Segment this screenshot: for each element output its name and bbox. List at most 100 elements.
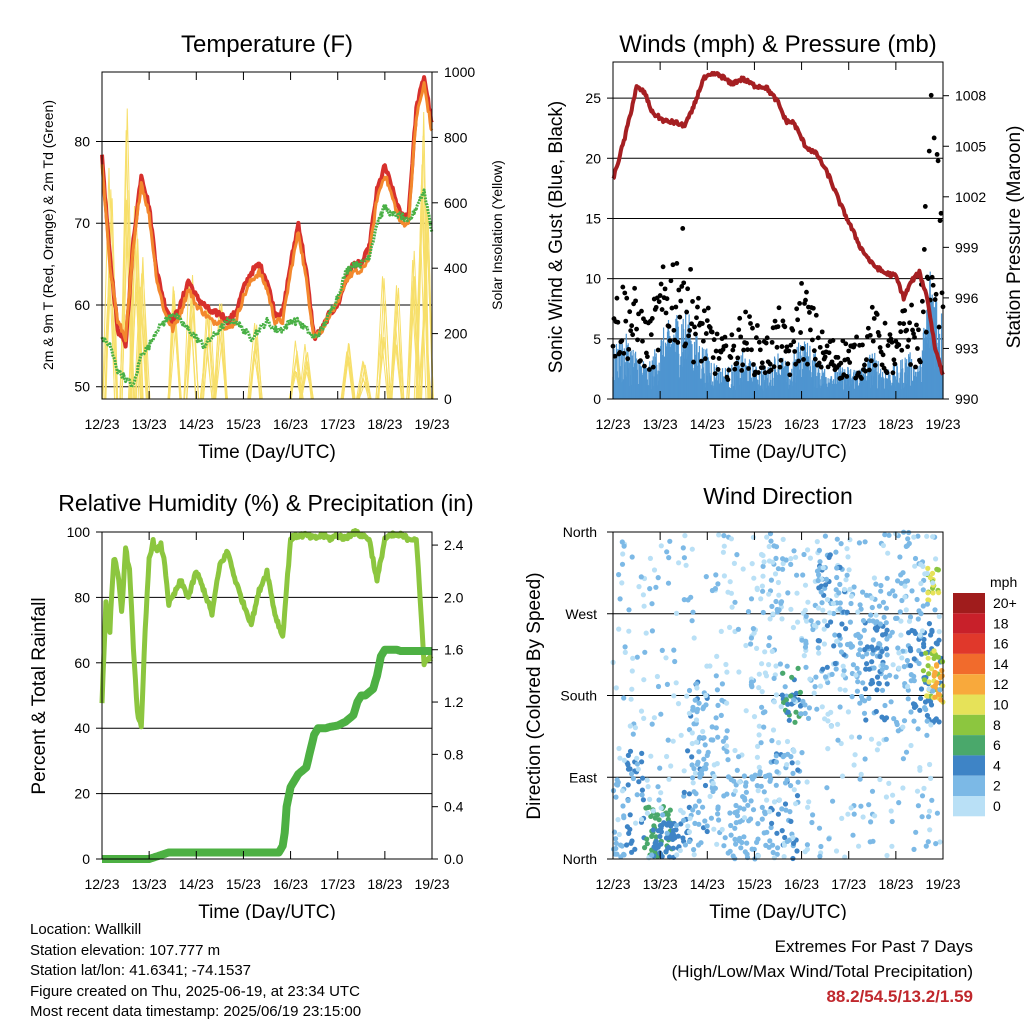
direction-point: [613, 836, 619, 842]
direction-point: [827, 552, 833, 558]
direction-point: [720, 549, 727, 555]
direction-point: [925, 590, 931, 596]
x-tick-label: 17/23: [831, 876, 866, 892]
direction-point: [664, 681, 671, 688]
direction-point: [780, 536, 786, 543]
direction-point: [862, 698, 868, 704]
solar-spike: [375, 276, 389, 400]
direction-point: [854, 688, 861, 694]
direction-point: [755, 743, 761, 750]
direction-point: [880, 599, 887, 605]
direction-point: [745, 609, 752, 615]
wind-gust-point: [666, 324, 672, 329]
wind-gust-point: [685, 286, 691, 292]
direction-point: [900, 756, 907, 762]
figure-created: Figure created on Thu, 2025-06-19, at 23…: [30, 982, 360, 1000]
direction-point: [743, 789, 750, 795]
direction-point: [676, 560, 682, 566]
direction-point: [890, 792, 896, 798]
direction-point: [695, 809, 701, 816]
wind-gust-point: [612, 353, 618, 359]
direction-point: [908, 678, 914, 684]
wind-gust-point: [738, 334, 744, 340]
x-tick-label: 16/23: [784, 876, 819, 892]
x-tick-label: 15/23: [737, 876, 772, 892]
x-tick-label: 16/23: [273, 416, 308, 432]
direction-point: [728, 536, 735, 542]
wind-gust-point: [901, 321, 907, 327]
direction-point: [715, 702, 721, 709]
direction-point: [916, 648, 922, 654]
x-tick-label: 18/23: [878, 876, 913, 892]
direction-point: [770, 559, 776, 565]
direction-point: [805, 715, 812, 722]
direction-point: [866, 802, 872, 808]
wind-gust-point: [764, 335, 770, 341]
direction-point: [936, 629, 942, 635]
direction-point: [845, 554, 851, 560]
humidity-x-label: Time (Day/UTC): [198, 902, 336, 920]
direction-point: [723, 661, 729, 668]
direction-point: [908, 709, 914, 715]
direction-point: [625, 766, 632, 772]
direction-point: [771, 855, 778, 861]
direction-point: [784, 762, 790, 768]
direction-point: [888, 699, 894, 705]
wind-gust-point: [871, 316, 877, 321]
direction-point: [656, 797, 662, 803]
wind-gust-point: [626, 346, 632, 352]
temperature-title: Temperature (F): [181, 31, 353, 58]
direction-point: [903, 749, 910, 755]
direction-point: [927, 827, 933, 833]
direction-point: [928, 775, 934, 782]
wind-gust-point: [632, 285, 638, 291]
direction-point: [930, 580, 936, 586]
direction-point: [930, 534, 936, 540]
direction-point: [659, 647, 665, 654]
direction-point: [743, 708, 749, 714]
direction-point: [778, 600, 784, 606]
direction-point: [935, 691, 942, 697]
wind-gust-point: [769, 339, 775, 345]
direction-point: [664, 549, 670, 555]
direction-point: [834, 565, 840, 571]
direction-point: [615, 817, 621, 823]
direction-point: [784, 738, 791, 745]
extremes-values: 88.2/54.5/13.2/1.59: [826, 987, 973, 1006]
wind-gust-point: [688, 266, 693, 272]
direction-point: [702, 818, 708, 824]
direction-point: [780, 670, 786, 676]
wind-gust-point: [746, 366, 751, 371]
direction-point: [795, 779, 801, 785]
direction-point: [770, 611, 776, 617]
wind-gust-point: [627, 309, 633, 315]
wind-gust-point: [860, 342, 865, 348]
direction-point: [898, 632, 904, 638]
direction-point: [734, 813, 741, 819]
direction-point: [861, 710, 868, 716]
direction-point: [813, 674, 819, 680]
direction-point: [694, 739, 700, 745]
direction-point: [872, 813, 878, 819]
wind-gust-point: [830, 338, 836, 343]
direction-point: [701, 756, 707, 762]
direction-point: [791, 697, 797, 703]
direction-point: [869, 595, 875, 601]
legend-swatch: [953, 653, 985, 675]
direction-point: [828, 709, 834, 716]
wind-gust-point: [786, 348, 792, 354]
direction-point: [619, 843, 625, 849]
direction-point: [746, 818, 752, 824]
direction-point: [649, 601, 655, 607]
direction-point: [789, 674, 795, 680]
direction-point: [649, 628, 656, 634]
direction-point: [651, 823, 657, 829]
solar-spike: [167, 290, 181, 400]
direction-point: [866, 695, 872, 702]
direction-point: [703, 574, 709, 580]
direction-point: [714, 687, 721, 693]
wind-gust-point: [890, 370, 896, 376]
direction-point: [741, 815, 748, 821]
wind-gust-point: [852, 342, 858, 348]
direction-point: [781, 842, 788, 848]
